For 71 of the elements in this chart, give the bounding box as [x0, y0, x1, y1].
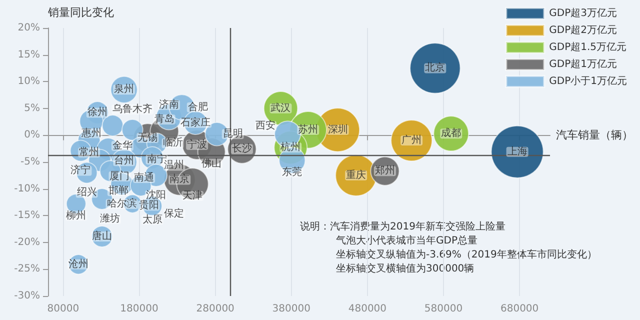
annotation: 保定 — [164, 207, 184, 220]
x-tick-label: 180000 — [120, 304, 158, 314]
annotation: 武汉 — [270, 102, 291, 114]
legend-label: GDP超3万亿元 — [549, 7, 617, 19]
y-tick-label: -10% — [14, 183, 40, 194]
annotation: 佛山 — [202, 157, 222, 170]
annotation: 厦门 — [110, 170, 130, 182]
annotation: 柳州 — [66, 209, 86, 222]
x-tick-label: 480000 — [348, 304, 387, 314]
x-tick-label: 80000 — [47, 304, 80, 314]
annotation: 西安 — [256, 120, 276, 132]
y-tick-label: 10% — [18, 76, 40, 88]
annotation: 徐州 — [87, 106, 108, 118]
annotation: 天津 — [182, 189, 203, 202]
annotation: 沈阳 — [146, 188, 166, 201]
annotation: 惠州 — [80, 126, 102, 139]
legend-label: GDP超1.5万亿元 — [549, 41, 627, 53]
annotation: 台州 — [114, 154, 134, 167]
annotation: 贵阳 — [138, 199, 159, 212]
annotation: 绍兴 — [76, 186, 97, 198]
annotation: 东莞 — [282, 166, 302, 178]
annotation: 重庆 — [346, 168, 366, 181]
x-axis-title: 汽车销量（辆） — [556, 128, 633, 142]
y-tick-label: 5% — [24, 102, 40, 114]
annotation: 济宁 — [70, 164, 91, 176]
y-tick-label: -15% — [14, 210, 40, 222]
annotation: 南通 — [134, 172, 154, 184]
annotation: 郑州 — [374, 164, 395, 177]
annotation: 太原 — [142, 213, 162, 226]
annotation: 青岛 — [154, 112, 174, 125]
y-tick-label: 15% — [18, 49, 40, 60]
y-tick-label: -25% — [14, 264, 40, 275]
annotation: 常州 — [79, 146, 100, 158]
annotation: 唐山 — [92, 230, 112, 242]
annotation: 杭州 — [280, 141, 301, 154]
annotation: 北京 — [425, 62, 446, 74]
annotation: 南宁 — [146, 153, 167, 166]
annotation: 深圳 — [328, 123, 348, 136]
y-tick-label: 20% — [18, 22, 40, 34]
legend-label: GDP超2万亿元 — [549, 24, 617, 36]
annotation: 无锡 — [138, 132, 158, 144]
annotation: 沧州 — [68, 258, 88, 270]
annotation: 金华 — [112, 139, 132, 152]
annotation: 广州 — [402, 134, 422, 146]
annotation: 乌鲁木齐 — [112, 103, 153, 116]
annotation: 临沂 — [162, 136, 183, 149]
legend-label: GDP超1万亿元 — [549, 58, 617, 70]
x-tick-label: 280000 — [196, 304, 234, 314]
x-tick-label: 380000 — [272, 304, 310, 314]
y-tick-label: -5% — [20, 156, 40, 168]
annotation: 济南 — [158, 98, 179, 110]
y-axis-title: 销量同比变化 — [47, 6, 114, 19]
y-tick-label: -20% — [14, 236, 40, 248]
annotation: 合肥 — [188, 100, 208, 113]
annotation: 成都 — [441, 127, 462, 140]
annotation: 宁波 — [187, 138, 208, 150]
legend-label: GDP小于1万亿元 — [549, 75, 627, 87]
annotation: 昆明 — [222, 128, 243, 140]
annotation: 邯郸 — [108, 184, 128, 197]
y-tick-label: -30% — [14, 290, 40, 302]
annotation: 石家庄 — [180, 116, 211, 128]
x-tick-label: 580000 — [424, 304, 463, 314]
annotation: 苏州 — [298, 123, 318, 136]
annotation: 哈尔滨 — [106, 197, 137, 210]
annotation: 上海 — [507, 145, 528, 158]
annotation: 长沙 — [232, 142, 252, 155]
y-tick-label: 0% — [24, 130, 40, 141]
annotation: 泉州 — [114, 83, 134, 96]
x-tick-label: 680000 — [500, 304, 539, 314]
annotation: 南京 — [170, 173, 190, 186]
annotation: 潍坊 — [100, 212, 120, 224]
